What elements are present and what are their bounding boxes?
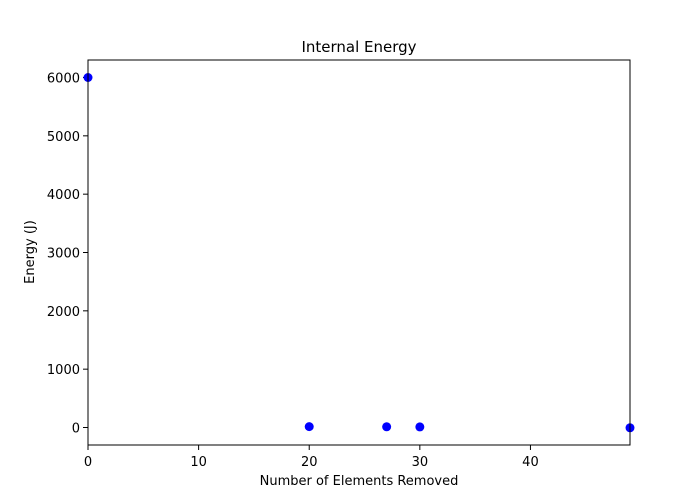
data-point <box>415 422 425 432</box>
y-tick-label: 6000 <box>47 72 80 87</box>
x-tick-label: 20 <box>301 455 318 470</box>
y-tick-label: 5000 <box>47 130 80 145</box>
x-tick-label: 30 <box>412 455 429 470</box>
data-point <box>382 422 392 432</box>
y-tick-label: 0 <box>72 422 80 437</box>
x-tick-label: 40 <box>522 455 539 470</box>
y-tick-label: 1000 <box>47 363 80 378</box>
y-tick-label: 2000 <box>47 305 80 320</box>
y-tick-label: 3000 <box>47 247 80 262</box>
x-tick-label: 0 <box>84 455 92 470</box>
data-point <box>304 422 314 432</box>
chart-title: Internal Energy <box>301 38 416 56</box>
y-axis-label: Energy (J) <box>23 220 38 284</box>
y-tick-label: 4000 <box>47 188 80 203</box>
x-tick-label: 10 <box>190 455 207 470</box>
x-axis-label: Number of Elements Removed <box>260 474 459 489</box>
plot-frame <box>87 59 631 446</box>
y-ticks: 0 1000 2000 3000 4000 5000 6000 <box>47 72 88 437</box>
x-ticks: 0 10 20 30 40 <box>84 445 539 470</box>
